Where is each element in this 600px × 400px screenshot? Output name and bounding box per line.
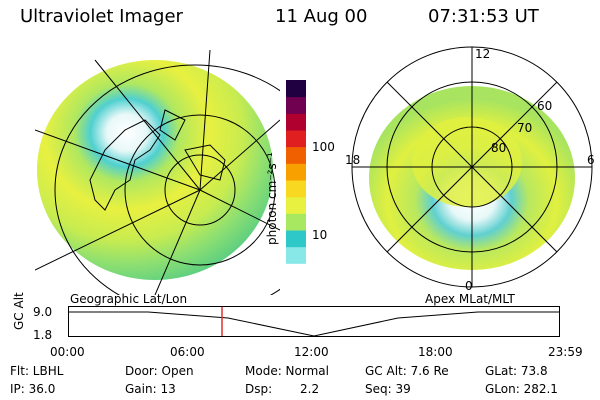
colorbar-segment — [286, 180, 306, 198]
altitude-ytick-low: 1.8 — [33, 328, 53, 342]
time-label: 07:31:53 UT — [428, 6, 539, 27]
colorbar-segment — [286, 80, 306, 98]
time-tick-1200: 12:00 — [294, 345, 329, 359]
glon-status: GLon: 282.1 — [485, 382, 558, 396]
colorbar-segment — [286, 130, 306, 148]
right-panel-label: Apex MLat/MLT — [425, 292, 515, 306]
geographic-auroral-image — [35, 50, 280, 295]
left-panel-label: Geographic Lat/Lon — [70, 292, 188, 306]
colorbar-unit-label: photon cm⁻²s⁻¹ — [265, 152, 279, 245]
colorbar-segment — [286, 246, 306, 264]
colorbar-tick-100: 100 — [312, 140, 335, 154]
mode-status: Mode: Normal — [245, 364, 329, 378]
ip-status: IP: 36.0 — [10, 382, 56, 396]
mlt-label-12: 12 — [475, 47, 490, 61]
time-tick-0000: 00:00 — [50, 345, 85, 359]
glat-status: GLat: 73.8 — [485, 364, 548, 378]
colorbar-tick-10: 10 — [312, 228, 328, 242]
gc-alt-status: GC Alt: 7.6 Re — [365, 364, 449, 378]
colorbar-segment — [286, 113, 306, 131]
colorbar-segment — [286, 146, 306, 164]
colorbar-segment — [286, 263, 306, 280]
altitude-ytick-high: 9.0 — [33, 305, 53, 319]
date-label: 11 Aug 00 — [275, 6, 368, 27]
time-tick-2359: 23:59 — [548, 345, 583, 359]
colorbar — [286, 80, 306, 280]
mlat-label-70: 70 — [517, 121, 532, 135]
altitude-timeline-plot — [68, 306, 560, 337]
door-status: Door: Open — [125, 364, 194, 378]
dsp-value: 2.2 — [300, 382, 320, 396]
mlt-label-0: 0 — [465, 279, 473, 293]
mlt-label-18: 18 — [345, 153, 360, 167]
seq-status: Seq: 39 — [365, 382, 411, 396]
lat-lon-grid — [35, 50, 280, 295]
colorbar-segment — [286, 213, 306, 231]
mlat-label-80: 80 — [491, 141, 506, 155]
colorbar-segment — [286, 163, 306, 181]
colorbar-segment — [286, 196, 306, 214]
altitude-axis-label: GC Alt — [12, 292, 26, 330]
altitude-curve — [68, 311, 560, 337]
colorbar-segment — [286, 96, 306, 114]
mlt-label-6: 6 — [587, 153, 595, 167]
time-tick-0600: 06:00 — [170, 345, 205, 359]
dsp-label: Dsp: — [245, 382, 273, 396]
coastline-outline — [89, 109, 226, 211]
mlat-mlt-grid — [351, 46, 593, 288]
apex-polar-plot: 12 18 6 0 60 70 80 — [345, 46, 595, 293]
gain-status: Gain: 13 — [125, 382, 176, 396]
auroral-emission-left — [37, 60, 273, 280]
altitude-axis-label-text: GC Alt — [12, 292, 26, 330]
time-tick-1800: 18:00 — [418, 345, 453, 359]
filter-status: Flt: LBHL — [10, 364, 64, 378]
colorbar-segment — [286, 230, 306, 248]
mlat-label-60: 60 — [537, 99, 552, 113]
instrument-title: Ultraviolet Imager — [20, 6, 183, 27]
